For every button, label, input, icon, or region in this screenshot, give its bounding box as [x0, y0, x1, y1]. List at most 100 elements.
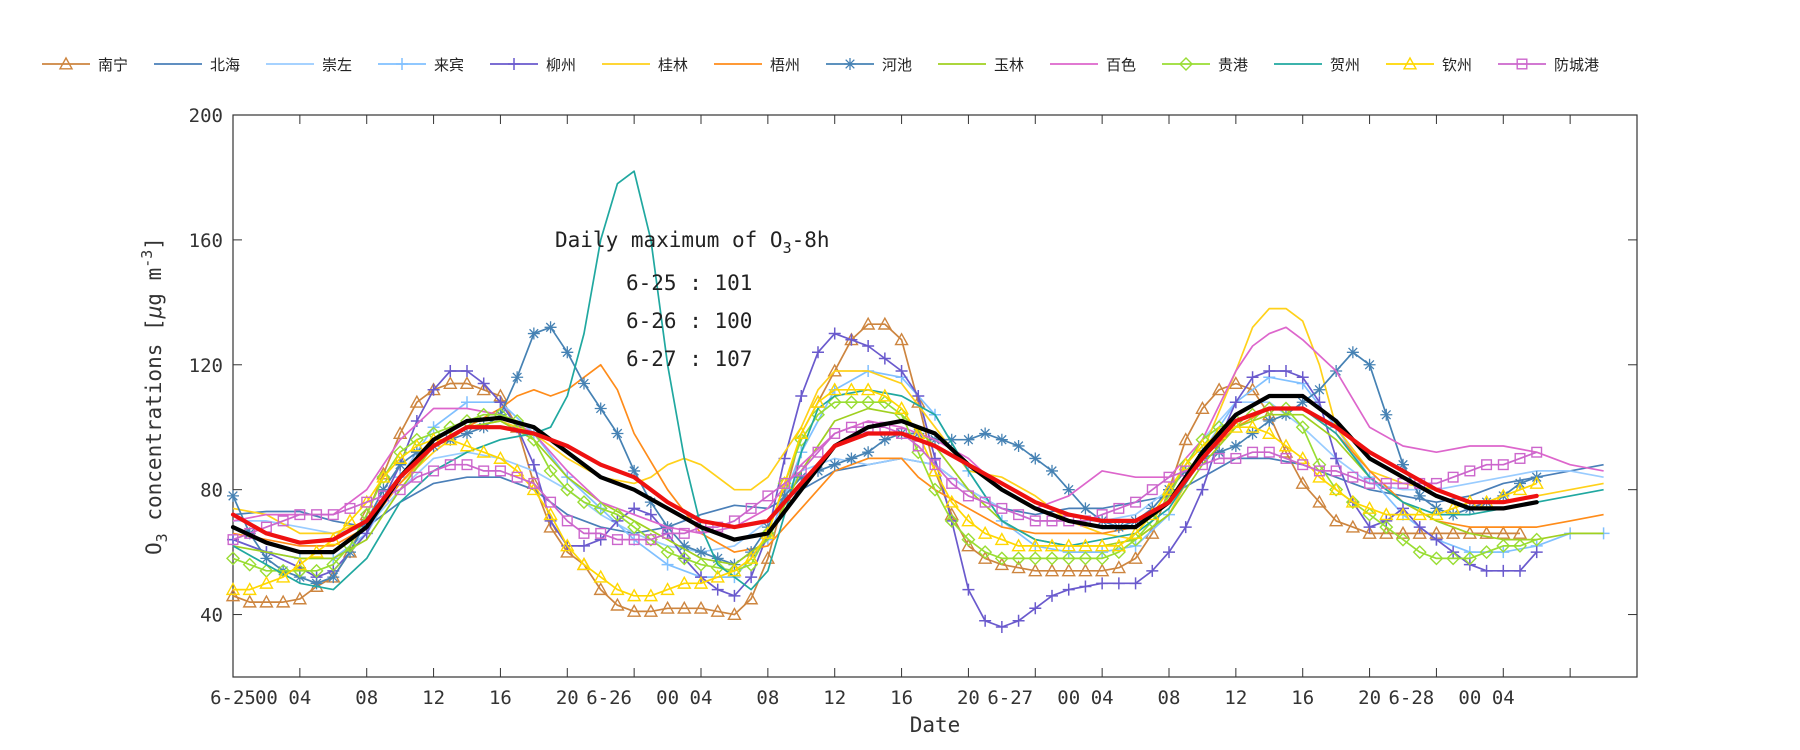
data-point	[511, 471, 523, 483]
data-point	[1196, 483, 1209, 496]
data-point	[1229, 396, 1242, 409]
data-point	[1011, 551, 1026, 566]
x-tick-label: 12	[823, 687, 846, 709]
data-point	[594, 533, 607, 546]
data-point	[1512, 525, 1528, 539]
data-point	[862, 446, 875, 459]
y-tick-label: 200	[189, 105, 223, 127]
data-point	[626, 603, 642, 617]
legend-label: 柳州	[546, 56, 576, 74]
data-point	[476, 382, 491, 396]
x-axis-label: Date	[910, 713, 961, 737]
data-point	[1146, 564, 1159, 577]
data-point	[1146, 484, 1158, 496]
data-point	[961, 513, 976, 527]
data-point	[678, 527, 690, 539]
data-point	[645, 534, 657, 546]
data-point	[1061, 538, 1076, 552]
data-point	[1346, 346, 1359, 359]
data-point	[678, 539, 691, 552]
data-point	[610, 597, 625, 611]
data-point	[1061, 551, 1076, 566]
data-point	[962, 490, 974, 502]
data-point	[1412, 525, 1427, 539]
data-point	[1497, 564, 1510, 577]
data-point	[392, 451, 408, 464]
data-point	[1512, 482, 1528, 496]
data-point	[695, 546, 707, 559]
data-point	[392, 426, 408, 439]
data-point	[543, 507, 558, 521]
data-point	[660, 600, 675, 614]
data-point	[994, 532, 1010, 546]
data-point	[1297, 459, 1309, 471]
x-tick-label: 6-28	[1388, 687, 1434, 709]
data-point	[1278, 444, 1294, 458]
x-tick-label: 20	[1358, 687, 1381, 709]
data-point	[1446, 551, 1461, 566]
data-point	[1379, 507, 1394, 521]
data-point	[711, 583, 724, 596]
data-point	[1163, 546, 1175, 559]
data-point	[1397, 458, 1409, 471]
data-point	[895, 365, 908, 378]
data-point	[1312, 469, 1327, 483]
data-point	[1278, 438, 1294, 452]
data-point	[1029, 602, 1042, 615]
data-point	[827, 382, 842, 396]
data-point	[577, 495, 591, 510]
x-tick-label: 00	[656, 687, 679, 709]
data-point	[1296, 396, 1309, 409]
legend-item-11: 贵港	[1162, 56, 1248, 74]
legend-item-1: 南宁	[42, 56, 128, 74]
data-point	[1514, 564, 1526, 577]
data-point	[795, 390, 808, 402]
legend-label: 崇左	[322, 56, 352, 74]
data-point	[1379, 525, 1394, 539]
data-point	[376, 470, 391, 485]
data-point	[1347, 471, 1359, 483]
data-point	[1111, 560, 1127, 574]
data-point	[1496, 538, 1511, 553]
data-point	[227, 489, 239, 502]
legend-label: 来宾	[434, 56, 464, 74]
data-point	[862, 340, 875, 353]
data-point	[327, 509, 339, 521]
data-point	[444, 459, 456, 471]
data-point	[1079, 580, 1092, 593]
data-point	[977, 525, 993, 539]
data-point	[643, 603, 659, 617]
data-point	[1345, 519, 1361, 533]
legend-label: 南宁	[98, 56, 128, 74]
x-tick-label: 04	[288, 687, 311, 709]
y-tick-label: 80	[200, 480, 223, 502]
legend-marker	[1516, 58, 1528, 70]
data-point	[1363, 358, 1376, 371]
data-point	[1096, 577, 1109, 590]
data-point	[461, 365, 473, 378]
annotation-title: Daily maximum of O3-8h	[555, 228, 830, 257]
data-point	[1396, 532, 1410, 547]
data-point	[1429, 507, 1444, 521]
annotation: Daily maximum of O3-8h 6-25 : 101 6-26 : 1…	[555, 228, 830, 371]
data-point	[1246, 371, 1259, 384]
data-point	[1481, 459, 1493, 471]
data-point	[946, 477, 958, 489]
data-point	[877, 316, 893, 330]
x-tick-label: 04	[1091, 687, 1114, 709]
data-point	[644, 496, 657, 509]
data-point	[409, 394, 425, 408]
data-point	[461, 396, 473, 409]
data-point	[628, 464, 641, 477]
data-point	[593, 501, 608, 516]
data-point	[593, 569, 608, 583]
data-point	[677, 551, 692, 566]
data-point	[995, 621, 1008, 634]
data-point	[961, 538, 976, 552]
data-point	[845, 452, 858, 465]
legend-marker	[1402, 56, 1418, 70]
data-point	[1479, 545, 1494, 560]
data-point	[277, 515, 289, 527]
